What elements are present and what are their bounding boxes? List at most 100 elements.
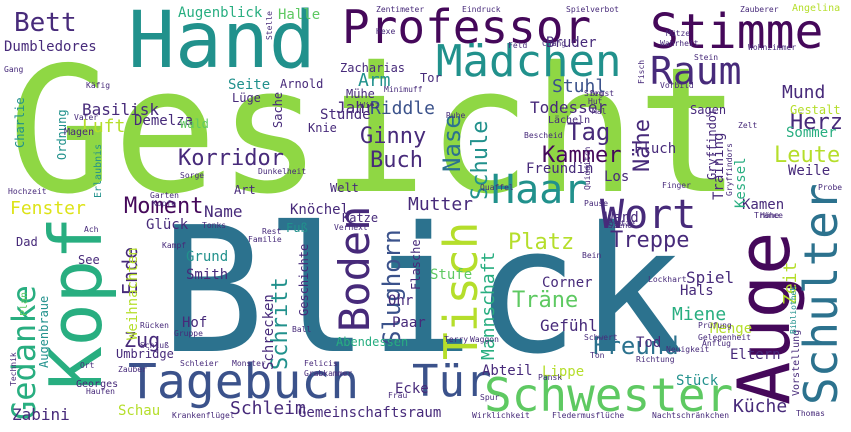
word: Stelle xyxy=(265,11,274,40)
word: Familie xyxy=(248,235,282,244)
word: Haar xyxy=(491,167,588,213)
word: Charlie xyxy=(13,97,27,148)
word: Miene xyxy=(672,304,727,325)
word: Zabini xyxy=(12,405,70,424)
word: Quaffel xyxy=(480,183,514,192)
word: Zelt xyxy=(738,121,758,130)
word: Wand xyxy=(605,210,639,226)
word: Szene xyxy=(608,221,633,230)
word: Katze xyxy=(342,211,379,225)
word: Ruhe xyxy=(446,111,466,120)
word: Rücken xyxy=(140,321,169,330)
word: Zauberer xyxy=(740,5,779,14)
word: Zauber xyxy=(118,365,147,374)
word: Blick xyxy=(160,190,684,393)
word: Gryffindors xyxy=(725,143,734,196)
word: Probe xyxy=(818,183,843,192)
word: Kessel xyxy=(733,157,749,208)
word: Nase xyxy=(438,114,466,172)
word: Minimuff xyxy=(384,85,423,94)
word: Freundin xyxy=(526,161,594,177)
word: Hof xyxy=(182,315,208,331)
word: Tag xyxy=(567,118,611,146)
word: Dumbledores xyxy=(4,39,97,55)
word: Schwester xyxy=(484,368,734,422)
word: Zacharias xyxy=(340,61,406,75)
word: Knie xyxy=(308,121,337,135)
word: Zentimeter xyxy=(376,5,425,14)
word: Monster xyxy=(232,359,266,368)
word: Hochzeit xyxy=(8,187,47,196)
word: Grund xyxy=(186,249,229,265)
word: Dad xyxy=(16,235,38,249)
word: Augenbraue xyxy=(37,295,51,368)
word: Träne xyxy=(512,288,579,313)
word: Tagebuch xyxy=(128,354,360,410)
word: Raum xyxy=(650,49,742,93)
word: Mund xyxy=(782,82,826,103)
word: Arnold xyxy=(280,77,324,91)
word: Abteil xyxy=(482,363,533,379)
word: Freund xyxy=(592,332,679,360)
word: Glück xyxy=(146,217,189,233)
word: Haufen xyxy=(86,387,115,396)
word: Garten xyxy=(150,191,179,200)
word: Stuhl xyxy=(552,76,607,97)
word: Neuigkeit xyxy=(666,345,710,354)
word: Gryffindor xyxy=(705,107,719,180)
word: Bett xyxy=(14,8,77,38)
word: Lockhart xyxy=(648,275,687,284)
word: Sommer xyxy=(786,125,837,141)
word: Gang xyxy=(4,65,24,74)
word: Thomas xyxy=(796,409,825,418)
word: Rest xyxy=(262,227,282,236)
word: Plan xyxy=(19,291,30,316)
word: Smith xyxy=(186,267,229,283)
word: Luft xyxy=(82,116,126,137)
word: Dunkelheit xyxy=(258,167,307,176)
word: Flasche xyxy=(409,239,423,290)
word: Mal xyxy=(592,107,607,116)
word: Ton xyxy=(590,351,605,360)
word: Tür xyxy=(412,356,492,407)
word: Ach xyxy=(84,225,99,234)
word: Geschichte xyxy=(297,243,311,316)
word: Mütze xyxy=(666,29,691,38)
word: Stein xyxy=(694,53,719,62)
word: Käfig xyxy=(86,81,111,90)
word: Gesicht xyxy=(8,30,742,233)
word: Waggon xyxy=(470,335,499,344)
word: Lüge xyxy=(232,91,261,105)
word: Schluß xyxy=(140,341,169,350)
word: Felicis xyxy=(304,359,338,368)
word: Zug xyxy=(124,328,161,352)
word: Wahrheit xyxy=(660,39,699,48)
word: Paar xyxy=(392,315,426,331)
word: Küche xyxy=(733,396,788,417)
word: Platz xyxy=(508,230,575,255)
word: Gelegenheit xyxy=(698,333,751,342)
word: Corner xyxy=(542,275,593,291)
word: Buch xyxy=(370,148,423,173)
word: Lächeln xyxy=(548,115,591,126)
word: Ecke xyxy=(395,381,429,397)
word: Fenster xyxy=(10,198,86,219)
word: Sache xyxy=(271,91,285,128)
word: Mutter xyxy=(408,194,474,215)
word: Ohr xyxy=(388,293,414,309)
word: Magen xyxy=(64,127,95,138)
word: Art xyxy=(234,183,256,197)
word: Los xyxy=(604,169,630,185)
word: Leute xyxy=(774,143,841,168)
word: Fisch xyxy=(637,59,646,84)
word: Kamen xyxy=(742,197,785,213)
word: Kopfe xyxy=(152,199,177,208)
word: Demelza xyxy=(134,113,194,129)
word: Wald xyxy=(180,117,209,131)
word: Tonks xyxy=(202,221,227,230)
word: Name xyxy=(204,202,243,221)
word: Technik xyxy=(9,352,18,386)
word: Weihnachten xyxy=(125,247,141,340)
word: Pause xyxy=(584,199,609,208)
word: Mädchen xyxy=(436,36,622,87)
